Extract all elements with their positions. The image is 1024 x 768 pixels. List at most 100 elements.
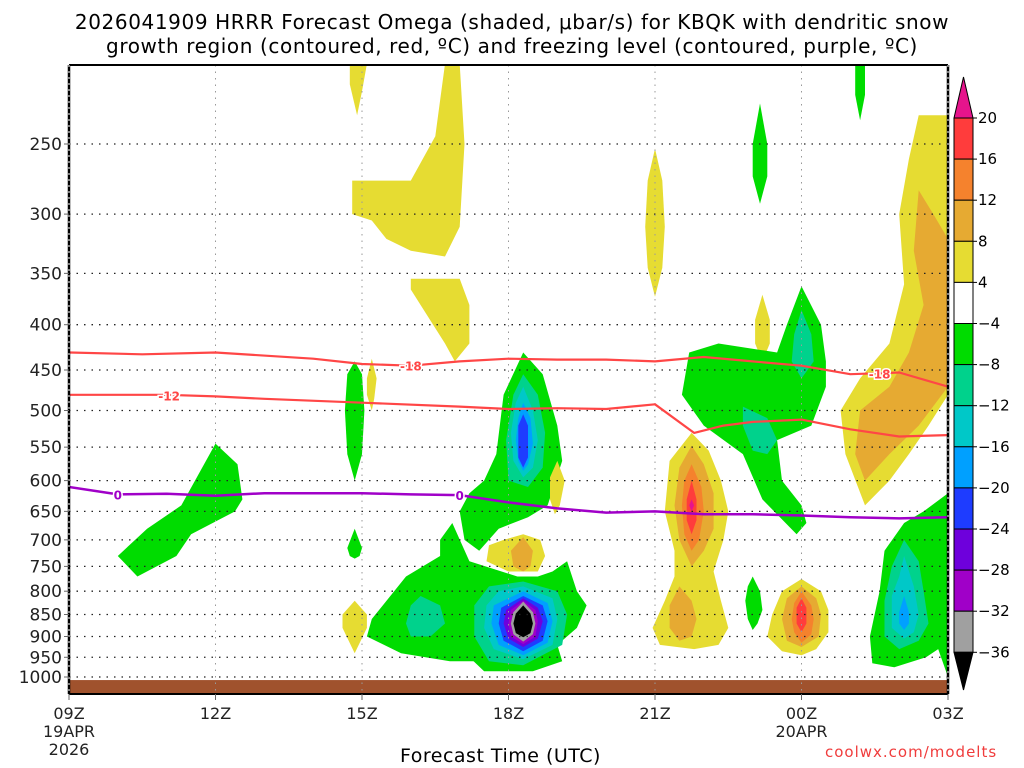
colorbar-swatch: [953, 281, 974, 324]
y-axis: 2503003504004505005506006507007508008509…: [19, 135, 69, 688]
omega-region-yellow-1430-drop: [342, 600, 367, 654]
x-tick-sublabel: 2026: [49, 740, 90, 759]
omega-region-yellow-21z: [645, 148, 665, 297]
contour-label: 0: [455, 489, 463, 503]
omega-region-yellow-350: [410, 278, 470, 362]
omega-region-blue-1830: [518, 414, 528, 468]
contour-label: -18: [869, 367, 891, 381]
y-tick-label: 450: [30, 361, 62, 381]
y-tick-label: 300: [30, 205, 62, 225]
x-axis-label: Forecast Time (UTC): [400, 745, 601, 767]
y-tick-label: 350: [30, 264, 62, 284]
omega-region-green-top-right: [855, 66, 865, 121]
omega-region-yellow-1530: [366, 358, 377, 411]
omega-region-cyan-right-low: [891, 556, 919, 639]
ground-layer: [70, 680, 947, 693]
contour-line--18: [70, 351, 947, 388]
contour-line--12: [70, 393, 947, 438]
omega-region-magenta-2200: [689, 499, 695, 512]
colorbar-tick-label: 8: [978, 232, 988, 250]
omega-region-green-1130: [117, 443, 243, 577]
y-tick-label: 250: [30, 135, 62, 155]
y-tick-label: 600: [30, 472, 62, 492]
x-tick-label: 18Z: [493, 704, 524, 723]
credit-link[interactable]: coolwx.com/modelts: [825, 743, 998, 761]
colorbar-swatch: [953, 323, 974, 366]
y-tick-label: 650: [30, 502, 62, 522]
y-tick-label: 850: [30, 606, 62, 626]
omega-region-green-1430-drop: [347, 528, 362, 559]
omega-region-teal-00z-upper: [791, 310, 814, 379]
omega-region-green-2330-small: [745, 576, 763, 630]
contour-label: -18: [400, 360, 422, 374]
omega-region-red-00z: [796, 598, 807, 633]
colorbar-swatch: [953, 405, 974, 448]
colorbar-tick-label: −28: [978, 561, 1010, 579]
y-tick-label: 750: [30, 557, 62, 577]
colorbar-swatch: [953, 569, 974, 612]
y-tick-label: 800: [30, 582, 62, 602]
y-tick-label: 700: [30, 531, 62, 551]
x-tick-label: 00Z: [786, 704, 817, 723]
colorbar-under-triangle: [953, 651, 974, 691]
colorbar-tick-label: 4: [978, 273, 988, 291]
colorbar-tick-label: −36: [978, 643, 1010, 661]
colorbar-swatch: [953, 446, 974, 489]
contour-label: 0: [114, 488, 122, 502]
colorbar-tick-label: 12: [978, 191, 997, 209]
colorbar: 20 16 12 8 4 −4 −8 −12 −16 −20 −24 −28 −32 −36: [953, 76, 1010, 691]
omega-region-yellow-1830-small: [550, 460, 565, 515]
omega-region-teal-1530: [406, 596, 445, 637]
x-tick-label: 15Z: [346, 704, 377, 723]
omega-region-yellow-top-b: [352, 66, 465, 257]
colorbar-swatch: [953, 158, 974, 201]
colorbar-swatch: [953, 117, 974, 160]
omega-region-orange-right: [855, 190, 947, 481]
temperature-contours: -18 -18 -12 0 0: [70, 351, 947, 520]
chart-title-line1: 2026041909 HRRR Forecast Omega (shaded, …: [74, 10, 950, 34]
colorbar-swatch: [953, 610, 974, 653]
omega-shading: [117, 66, 947, 675]
colorbar-tick-label: −24: [978, 520, 1010, 538]
x-tick-label: 21Z: [639, 704, 670, 723]
colorbar-tick-label: −8: [978, 356, 1000, 374]
x-tick-label: 03Z: [932, 704, 963, 723]
omega-region-green-2000-left: [454, 591, 465, 637]
contour-line-0: [70, 485, 947, 520]
colorbar-tick-label: 16: [978, 150, 997, 168]
omega-region-teal-2230: [742, 406, 778, 455]
colorbar-tick-label: −32: [978, 602, 1010, 620]
omega-region-yellow-2340: [755, 294, 770, 362]
omega-region-green-00z-upper: [681, 286, 826, 535]
y-tick-label: 1000: [19, 668, 62, 688]
contour-label: -12: [158, 390, 180, 404]
colorbar-swatch: [953, 240, 974, 283]
chart-title-line2: growth region (contoured, red, ºC) and f…: [106, 34, 918, 58]
x-tick-sublabel: 20APR: [775, 722, 827, 741]
colorbar-swatch: [953, 487, 974, 530]
omega-region-lightblue-right-low: [899, 596, 909, 630]
colorbar-tick-label: 20: [978, 109, 997, 127]
colorbar-over-triangle: [953, 76, 974, 119]
omega-region-black-1830-low: [513, 605, 533, 638]
y-tick-label: 500: [30, 402, 62, 422]
colorbar-tick-label: −4: [978, 315, 1000, 333]
x-tick-label: 12Z: [200, 704, 231, 723]
colorbar-tick-label: −20: [978, 479, 1010, 497]
ground-bar: [70, 680, 947, 693]
omega-region-green-1430: [344, 361, 365, 481]
grid-lines: [69, 65, 948, 694]
omega-region-green-2230: [752, 103, 768, 204]
x-tick-sublabel: 19APR: [43, 722, 95, 741]
colorbar-swatch: [953, 199, 974, 242]
omega-region-orange-2200-low: [669, 586, 697, 641]
y-tick-label: 900: [30, 627, 62, 647]
colorbar-tick-label: −12: [978, 397, 1010, 415]
colorbar-swatch: [953, 364, 974, 407]
colorbar-swatch: [953, 528, 974, 571]
omega-region-orange-1830-low: [510, 537, 533, 572]
x-tick-label: 09Z: [53, 704, 84, 723]
y-tick-label: 950: [30, 648, 62, 668]
